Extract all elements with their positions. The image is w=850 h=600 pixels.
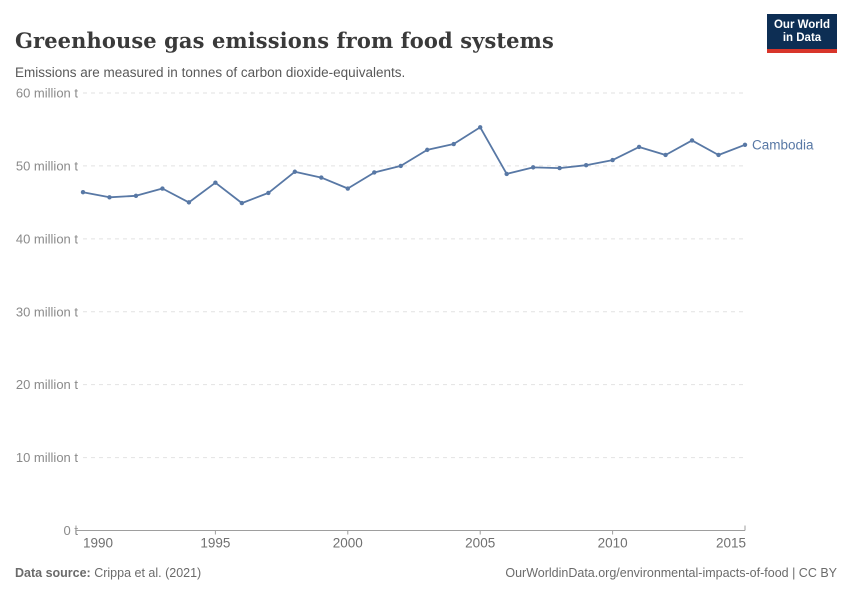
y-axis-tick-label: 20 million t bbox=[16, 377, 79, 392]
chart-title: Greenhouse gas emissions from food syste… bbox=[15, 28, 554, 54]
y-axis-tick-label: 50 million t bbox=[16, 158, 79, 173]
data-point bbox=[133, 193, 139, 199]
x-axis-tick-label: 2000 bbox=[333, 536, 363, 551]
data-point bbox=[213, 180, 218, 185]
data-point bbox=[504, 171, 509, 177]
data-point bbox=[266, 190, 271, 196]
data-point bbox=[636, 144, 642, 150]
x-axis-tick-label: 1995 bbox=[200, 536, 230, 551]
data-source-label: Data source: bbox=[15, 566, 91, 580]
footer-link[interactable]: OurWorldinData.org/environmental-impacts… bbox=[505, 566, 837, 580]
emissions-line bbox=[82, 126, 746, 204]
data-point bbox=[478, 125, 483, 130]
data-point bbox=[80, 189, 86, 195]
data-source: Data source: Crippa et al. (2021) bbox=[15, 566, 201, 580]
data-point bbox=[345, 186, 350, 191]
y-axis-tick-label: 10 million t bbox=[16, 450, 79, 465]
data-point bbox=[583, 162, 589, 168]
owid-logo-line2: in Data bbox=[782, 32, 822, 44]
y-axis-tick-label: 0 t bbox=[64, 523, 79, 538]
data-point bbox=[610, 157, 615, 163]
data-point bbox=[557, 165, 562, 171]
data-point bbox=[742, 142, 748, 147]
data-point bbox=[530, 165, 536, 170]
data-point bbox=[716, 152, 721, 158]
data-source-value: Crippa et al. (2021) bbox=[90, 566, 202, 580]
x-axis-tick-label: 2010 bbox=[598, 536, 628, 551]
data-point bbox=[319, 175, 324, 180]
owid-logo: Our World in Data bbox=[767, 14, 837, 53]
owid-logo-red-bar bbox=[767, 49, 837, 53]
data-point bbox=[425, 147, 430, 153]
data-point bbox=[186, 200, 192, 205]
y-axis-tick-label: 30 million t bbox=[16, 304, 79, 319]
x-axis-tick-label: 1990 bbox=[83, 536, 113, 551]
owid-logo-text: Our World in Data bbox=[767, 14, 837, 49]
data-point bbox=[689, 138, 695, 143]
data-point bbox=[292, 169, 298, 174]
x-axis-tick-label: 2005 bbox=[465, 536, 495, 551]
chart-footer: Data source: Crippa et al. (2021) OurWor… bbox=[15, 566, 837, 580]
data-point bbox=[398, 163, 403, 169]
chart-subtitle: Emissions are measured in tonnes of carb… bbox=[15, 64, 406, 80]
y-axis-tick-label: 60 million t bbox=[16, 86, 79, 101]
data-point bbox=[451, 141, 456, 147]
entity-label: Cambodia bbox=[752, 137, 814, 152]
y-axis-tick-label: 40 million t bbox=[16, 231, 79, 246]
data-point bbox=[372, 170, 377, 175]
line-chart: 0 t 10 million t 20 million t 30 million t 4… bbox=[16, 86, 814, 551]
x-axis-tick-label: 2015 bbox=[716, 536, 746, 551]
data-point bbox=[160, 186, 165, 191]
owid-logo-line1: Our World bbox=[773, 19, 830, 31]
data-point bbox=[107, 195, 112, 200]
data-point bbox=[663, 152, 668, 158]
data-point bbox=[239, 200, 245, 206]
